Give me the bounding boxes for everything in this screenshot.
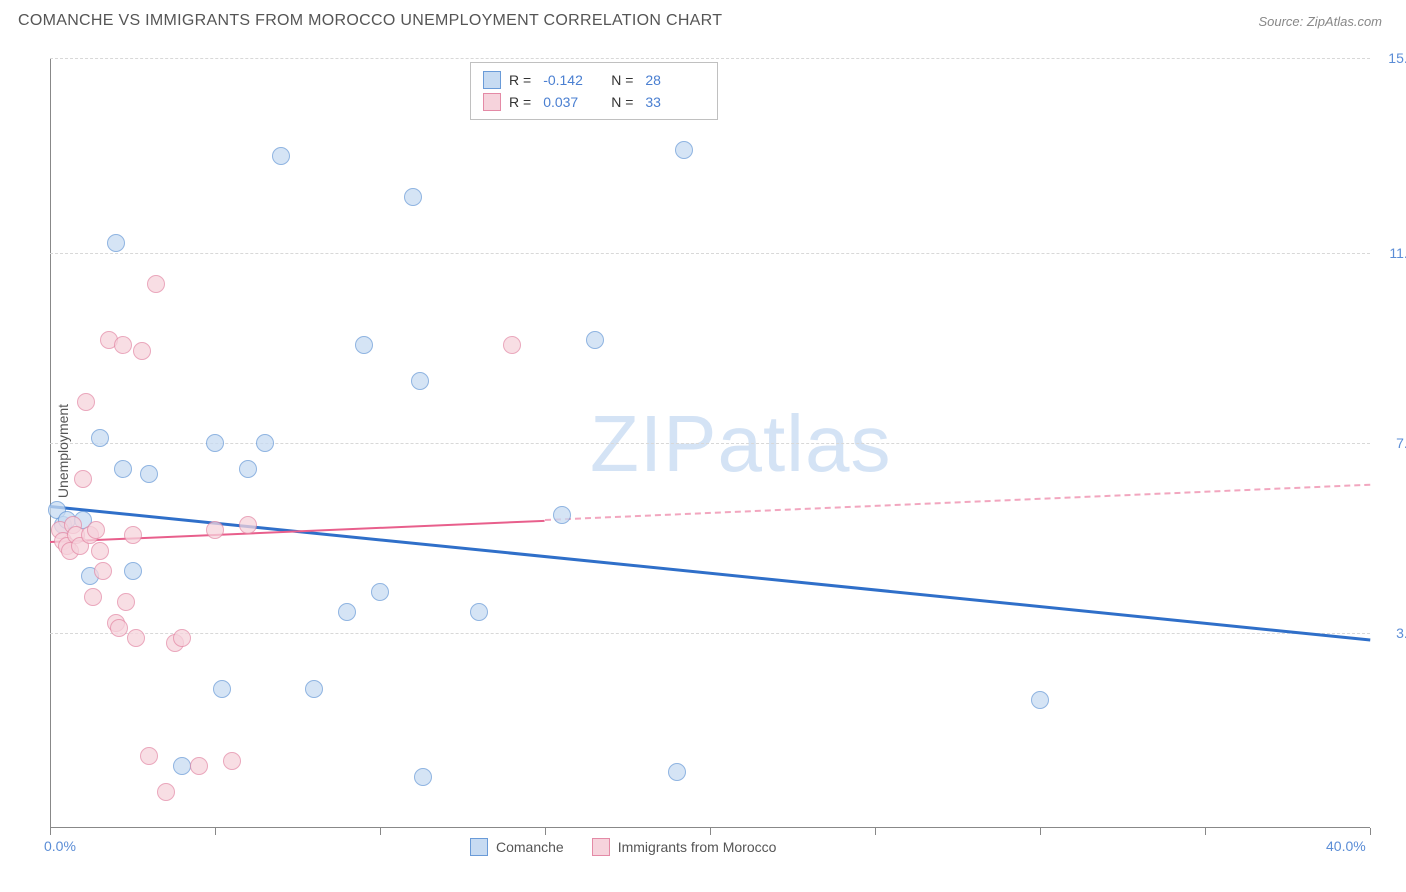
source-attribution: Source: ZipAtlas.com (1258, 14, 1382, 29)
data-point (206, 434, 224, 452)
legend-n-label: N = (611, 94, 633, 110)
data-point (114, 460, 132, 478)
data-point (77, 393, 95, 411)
data-point (107, 234, 125, 252)
legend-n-label: N = (611, 72, 633, 88)
data-point (223, 752, 241, 770)
data-point (110, 619, 128, 637)
gridline (50, 58, 1370, 59)
y-tick-label: 11.2% (1389, 245, 1406, 261)
chart-title: COMANCHE VS IMMIGRANTS FROM MOROCCO UNEM… (18, 12, 722, 30)
gridline (50, 443, 1370, 444)
legend-swatch (483, 71, 501, 89)
legend-stat-row: R = -0.142 N = 28 (483, 69, 705, 91)
data-point (114, 336, 132, 354)
correlation-legend: R = -0.142 N = 28 R = 0.037 N = 33 (470, 62, 718, 120)
data-point (140, 747, 158, 765)
data-point (553, 506, 571, 524)
x-tick (1040, 828, 1041, 835)
data-point (133, 342, 151, 360)
legend-item: Immigrants from Morocco (592, 838, 777, 856)
legend-r-value: 0.037 (543, 94, 603, 110)
legend-item: Comanche (470, 838, 564, 856)
data-point (87, 521, 105, 539)
gridline (50, 633, 1370, 634)
data-point (411, 372, 429, 390)
legend-label: Immigrants from Morocco (618, 839, 777, 855)
data-point (147, 275, 165, 293)
y-tick-label: 15.0% (1388, 50, 1406, 66)
data-point (173, 757, 191, 775)
y-axis-label: Unemployment (55, 404, 71, 498)
data-point (305, 680, 323, 698)
legend-r-value: -0.142 (543, 72, 603, 88)
data-point (470, 603, 488, 621)
data-point (355, 336, 373, 354)
data-point (117, 593, 135, 611)
x-tick (1205, 828, 1206, 835)
data-point (404, 188, 422, 206)
data-point (503, 336, 521, 354)
x-tick (50, 828, 51, 835)
gridline (50, 253, 1370, 254)
data-point (140, 465, 158, 483)
series-legend: Comanche Immigrants from Morocco (470, 838, 776, 856)
data-point (91, 542, 109, 560)
legend-swatch (483, 93, 501, 111)
data-point (124, 526, 142, 544)
chart-header: COMANCHE VS IMMIGRANTS FROM MOROCCO UNEM… (0, 0, 1406, 38)
data-point (371, 583, 389, 601)
legend-label: Comanche (496, 839, 564, 855)
data-point (157, 783, 175, 801)
data-point (1031, 691, 1049, 709)
data-point (206, 521, 224, 539)
data-point (675, 141, 693, 159)
watermark: ZIPatlas (590, 398, 891, 490)
x-tick (710, 828, 711, 835)
chart-plot-area: ZIPatlas 3.8%7.5%11.2%15.0%0.0%40.0% Une… (50, 58, 1370, 828)
data-point (272, 147, 290, 165)
x-tick-label: 40.0% (1326, 838, 1366, 854)
x-tick (215, 828, 216, 835)
data-point (190, 757, 208, 775)
legend-r-label: R = (509, 72, 531, 88)
legend-n-value: 28 (645, 72, 705, 88)
data-point (127, 629, 145, 647)
data-point (91, 429, 109, 447)
x-tick (875, 828, 876, 835)
data-point (173, 629, 191, 647)
data-point (84, 588, 102, 606)
data-point (74, 470, 92, 488)
legend-n-value: 33 (645, 94, 705, 110)
x-tick (545, 828, 546, 835)
y-tick-label: 7.5% (1396, 435, 1406, 451)
data-point (94, 562, 112, 580)
x-tick (380, 828, 381, 835)
data-point (213, 680, 231, 698)
trend-line (545, 484, 1370, 521)
data-point (256, 434, 274, 452)
legend-r-label: R = (509, 94, 531, 110)
data-point (239, 516, 257, 534)
legend-swatch (470, 838, 488, 856)
data-point (586, 331, 604, 349)
data-point (338, 603, 356, 621)
legend-stat-row: R = 0.037 N = 33 (483, 91, 705, 113)
legend-swatch (592, 838, 610, 856)
data-point (124, 562, 142, 580)
data-point (414, 768, 432, 786)
x-tick-label: 0.0% (44, 838, 76, 854)
x-tick (1370, 828, 1371, 835)
y-tick-label: 3.8% (1396, 625, 1406, 641)
data-point (239, 460, 257, 478)
data-point (668, 763, 686, 781)
